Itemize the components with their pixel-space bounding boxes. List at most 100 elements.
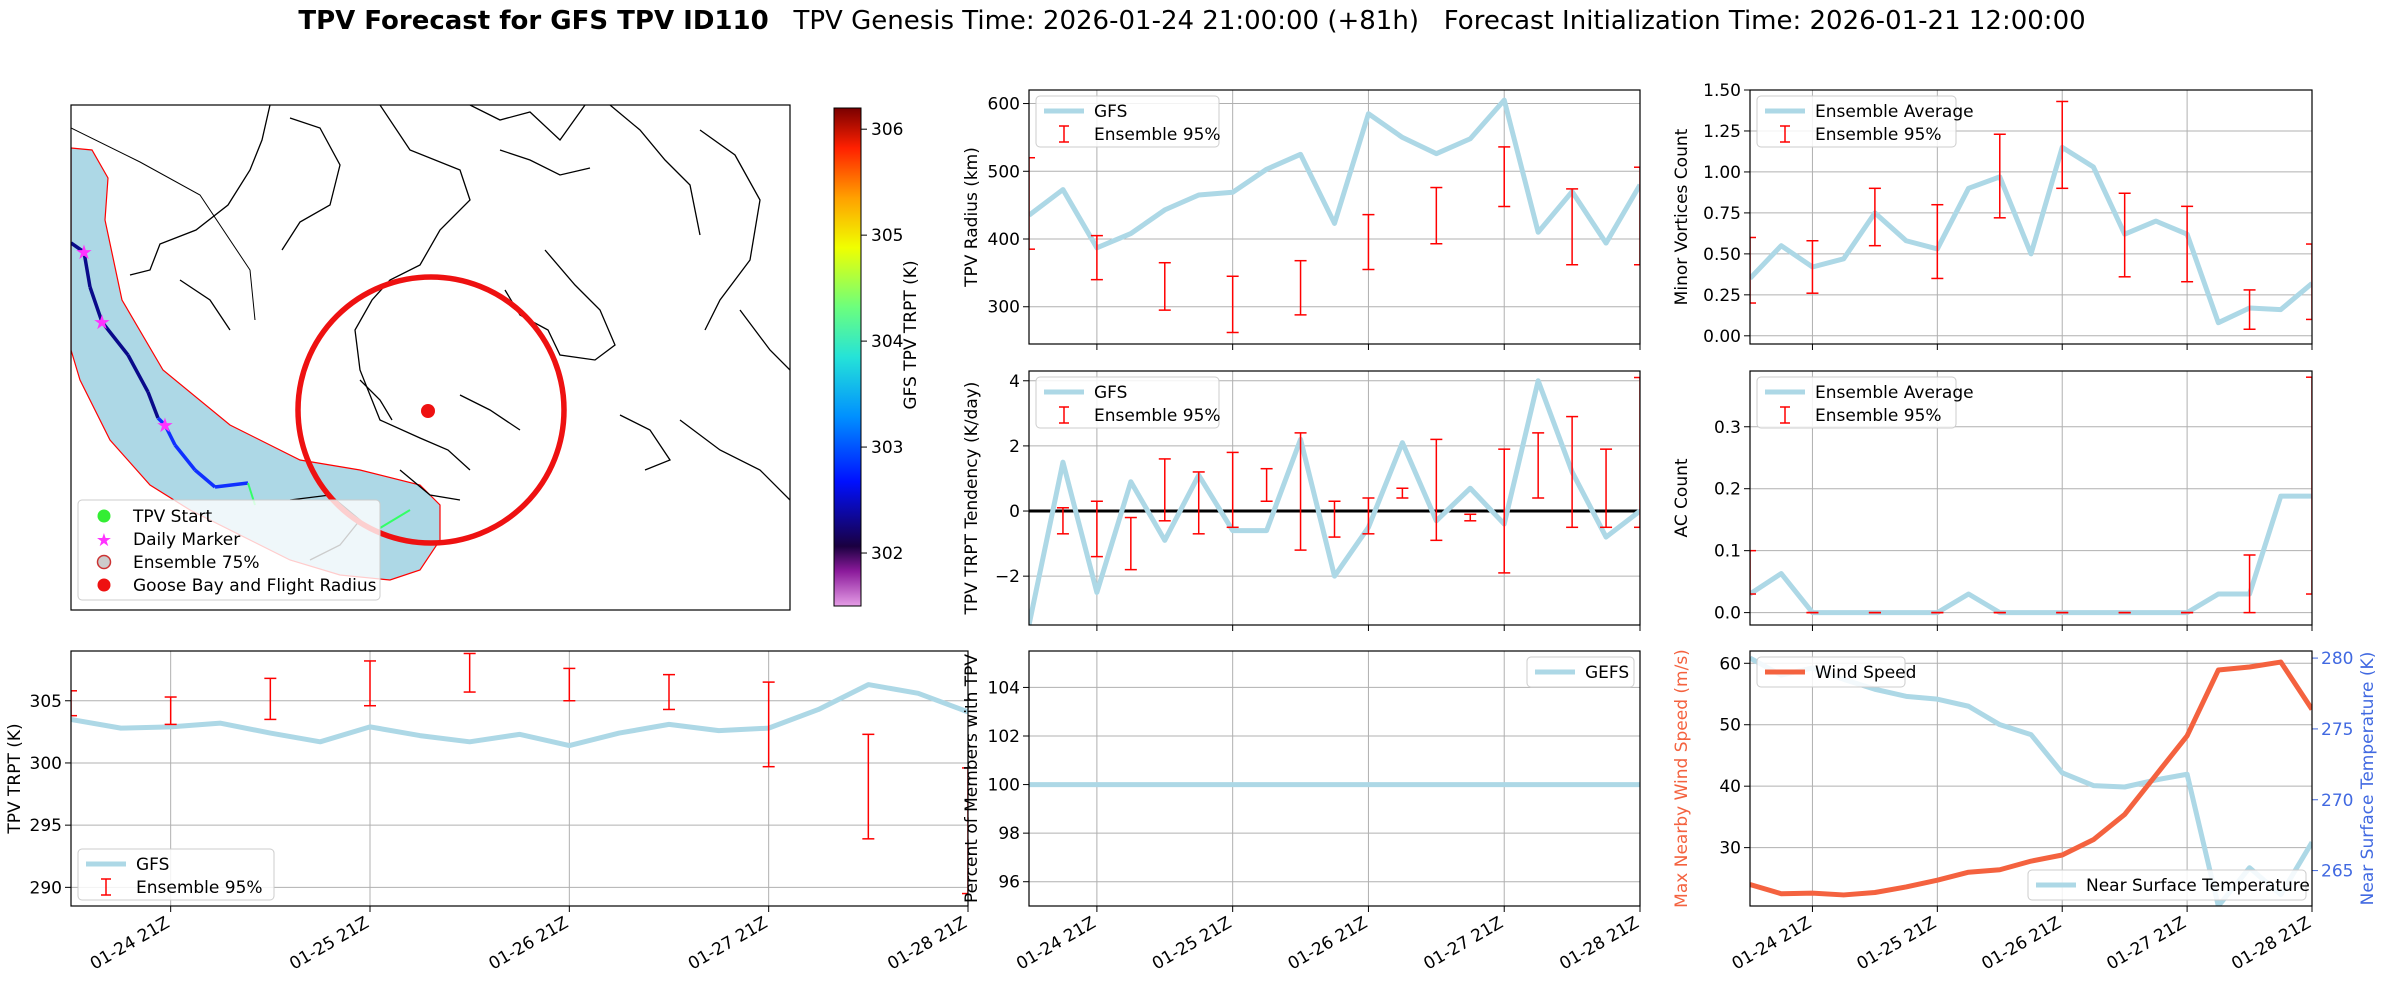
track-segment (163, 424, 177, 446)
legend: GFS Ensemble 95% (1035, 376, 1221, 429)
y-tick-label: 1.25 (1703, 122, 1741, 142)
legend-frame (1526, 656, 1635, 688)
figure-title-bold: TPV Forecast for GFS TPV ID110 (298, 6, 769, 36)
y-tick-label: 300 (988, 298, 1020, 318)
plot-area (1029, 97, 1640, 334)
track-segment (214, 481, 249, 489)
coastline (179, 279, 231, 331)
coastline (469, 105, 586, 141)
legend-frame (77, 848, 275, 901)
y-tick-label: 1.00 (1703, 163, 1741, 183)
colorbar-tick-label: 302 (871, 544, 903, 564)
panel-wind_temp: 01-24 21Z 01-25 21Z 01-26 21Z 01-27 21Z 01-2… (1672, 649, 2378, 974)
axes-frame (1028, 650, 1641, 907)
legend-label: Wind Speed (1815, 663, 1916, 683)
x-tick-label: 01-25 21Z (286, 913, 372, 974)
colorbar-tick-label: 304 (871, 332, 903, 352)
panel-radius: 300 400 500 600 TPV Radius (km) GFS Ensemble 9… (962, 89, 1641, 350)
y-tick-label: 98 (998, 824, 1020, 844)
series-wind-line (1750, 659, 2312, 898)
y-tick-label: 4 (1009, 372, 1020, 392)
y-tick-label: 96 (998, 873, 1020, 893)
legend-label: Ensemble 95% (136, 878, 263, 898)
legend-label: Ensemble 95% (1815, 125, 1942, 145)
y-tick-label: 60 (1719, 654, 1741, 674)
legend: GFS Ensemble 95% (1035, 95, 1221, 148)
coastline (619, 414, 671, 471)
y-tick-label: −2 (995, 567, 1020, 587)
legend-label: Ensemble 95% (1094, 125, 1221, 145)
x-tick-label: 01-24 21Z (87, 913, 173, 974)
axes-frame (1028, 89, 1641, 345)
axes-frame (1749, 89, 2313, 345)
y-axis-label: Percent of Members with TPV (962, 654, 982, 903)
y-tick-label: 300 (30, 754, 62, 774)
x-tick-label: 01-28 21Z (2228, 913, 2314, 974)
coastline (359, 379, 393, 421)
legend-frame (1756, 95, 1957, 148)
y-tick-label: 0.50 (1703, 245, 1741, 265)
figure-title-genesis: TPV Genesis Time: 2026-01-24 21:00:00 (+… (793, 6, 1419, 36)
map-legend-label: Daily Marker (133, 530, 240, 550)
plot-area (1750, 376, 2312, 616)
y2-tick-label: 280 (2321, 649, 2353, 669)
track-segment (88, 286, 104, 323)
coastline (459, 394, 521, 431)
legend-label: GFS (1094, 383, 1127, 403)
plot-area (1750, 100, 2312, 331)
series-line (1029, 378, 1640, 625)
x-tick-label: 01-25 21Z (1854, 913, 1940, 974)
x-tick-label: 01-26 21Z (1285, 913, 1371, 974)
legend-label: Near Surface Temperature (2086, 876, 2310, 896)
daily-marker-star: ★ (93, 310, 111, 334)
legend-star-icon: ★ (96, 530, 112, 551)
coastline (679, 419, 790, 501)
coastline (699, 129, 761, 331)
y-tick-label: 500 (988, 162, 1020, 182)
y-tick-label: 1.50 (1703, 81, 1741, 101)
legend-label: GFS (1094, 102, 1127, 122)
y-tick-label: 50 (1719, 716, 1741, 736)
border-line (71, 127, 256, 321)
y2-tick-label: 265 (2321, 862, 2353, 882)
y2-axis-label: Near Surface Temperature (K) (2358, 652, 2378, 906)
y-axis-label: Max Nearby Wind Speed (m/s) (1672, 649, 1692, 908)
colorbar-tick-label: 305 (871, 226, 903, 246)
x-tick-label: 01-26 21Z (1978, 913, 2064, 974)
series-line (71, 682, 968, 749)
colorbar (833, 107, 862, 607)
y-tick-label: 305 (30, 692, 62, 712)
axes-frame (1749, 370, 2313, 626)
plot-area (1750, 655, 2312, 906)
y-tick-label: 290 (30, 878, 62, 898)
x-tick-label: 01-27 21Z (2103, 913, 2189, 974)
x-tick-label: 01-24 21Z (1013, 913, 1099, 974)
series-line (1750, 144, 2312, 326)
figure-title: TPV Forecast for GFS TPV ID110 TPV Genes… (0, 6, 2384, 36)
coastline (129, 105, 271, 276)
legend-label: Ensemble Average (1815, 383, 1974, 403)
legend-start-icon (97, 509, 111, 523)
legend-ensemble-icon (96, 554, 112, 570)
legend-frame (2027, 869, 2307, 901)
y-tick-label: 104 (988, 678, 1020, 698)
legend: Ensemble Average Ensemble 95% (1756, 95, 1974, 148)
panel-trpt: 01-24 21Z 01-25 21Z 01-26 21Z 01-27 21Z 01-2… (5, 650, 971, 974)
y-axis-label: Minor Vortices Count (1672, 128, 1692, 305)
y-axis-label: TPV TRPT (K) (5, 723, 25, 834)
axes-frame (1749, 650, 2313, 907)
y-tick-label: 400 (988, 230, 1020, 250)
colorbar-tick-label: 306 (871, 120, 903, 140)
plot-area (71, 652, 968, 895)
y-tick-label: 0.3 (1714, 418, 1741, 438)
y-tick-label: 40 (1719, 777, 1741, 797)
series-temperature-line (1750, 655, 2312, 906)
track-segment (146, 391, 160, 419)
track-segment (379, 509, 411, 529)
legend-label: Ensemble 95% (1094, 406, 1221, 426)
y-tick-label: 0.25 (1703, 286, 1741, 306)
map-legend-label: TPV Start (132, 507, 213, 527)
y-tick-label: 30 (1719, 839, 1741, 859)
legend-label: GFS (136, 855, 169, 875)
daily-marker-star: ★ (75, 240, 93, 264)
